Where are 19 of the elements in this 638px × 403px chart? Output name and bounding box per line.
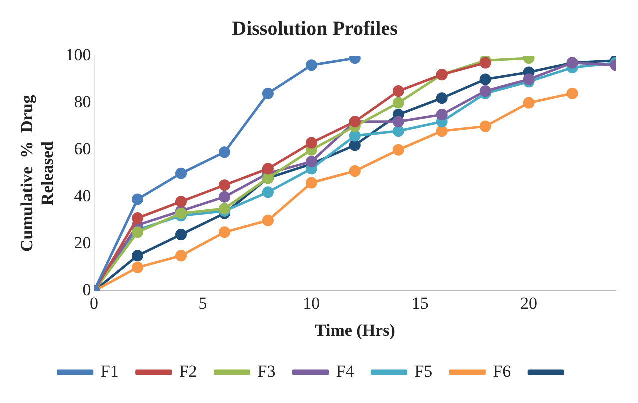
y-tick-label: 100 — [66, 45, 92, 64]
chart-title: Dissolution Profiles — [232, 18, 398, 40]
y-tick-label: 60 — [74, 140, 92, 159]
legend-label: F2 — [179, 362, 198, 381]
x-tick-label: 5 — [198, 294, 208, 313]
legend-label: F1 — [100, 362, 119, 381]
legend-label: F5 — [414, 362, 433, 381]
legend-label: F4 — [336, 362, 355, 381]
y-axis-title: Cumulative % Drug Released — [18, 94, 57, 252]
y-tick-label: 20 — [74, 234, 92, 253]
x-tick-label: 20 — [520, 294, 538, 313]
x-tick-label: 10 — [303, 294, 320, 313]
x-tick-label: 15 — [412, 294, 429, 313]
legend-label: F6 — [493, 362, 512, 381]
y-tick-label: 0 — [82, 280, 92, 300]
x-axis-title: Time (Hrs) — [314, 321, 396, 340]
legend-label: F3 — [258, 362, 276, 381]
y-tick-label: 40 — [74, 186, 92, 206]
y-tick-label: 80 — [74, 92, 92, 112]
